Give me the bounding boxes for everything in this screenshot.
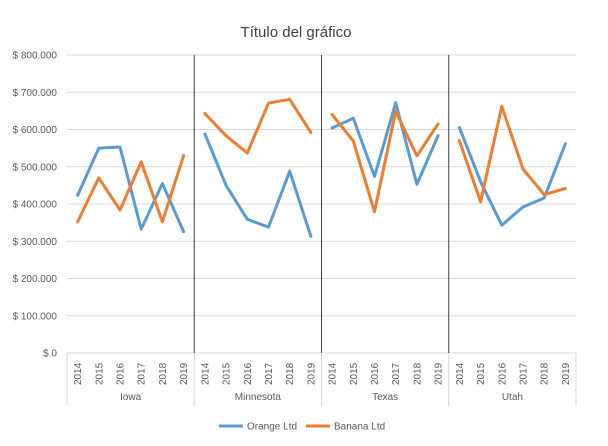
x-year-label: 2017 <box>518 362 529 385</box>
x-year-label: 2018 <box>158 362 169 385</box>
x-year-label: 2019 <box>306 362 317 385</box>
x-year-label: 2015 <box>94 362 105 385</box>
series-line-segment <box>457 126 567 227</box>
legend-label: Banana Ltd <box>334 422 385 433</box>
y-tick-label: $ 500.000 <box>13 162 58 173</box>
y-tick-label: $ 400.000 <box>13 200 58 211</box>
legend-label: Orange Ltd <box>247 422 297 433</box>
y-tick-label: $ 200.000 <box>13 274 58 285</box>
series-line-segment <box>203 97 313 155</box>
x-group-label: Minnesota <box>235 392 282 403</box>
x-year-label: 2019 <box>434 362 445 385</box>
x-year-label: 2016 <box>497 362 508 385</box>
series-line-segment <box>330 101 440 186</box>
y-tick-label: $ 600.000 <box>13 125 58 136</box>
y-tick-label: $ 0 <box>43 349 57 360</box>
x-year-label: 2016 <box>116 362 127 385</box>
series-line-segment <box>76 154 186 224</box>
x-year-label: 2014 <box>328 362 339 385</box>
x-year-label: 2019 <box>179 362 190 385</box>
x-year-label: 2018 <box>285 362 296 385</box>
x-year-label: 2016 <box>370 362 381 385</box>
x-axis: 2014 2015 2016 2017 2018 2019 Iowa 2014 2015 2016… <box>66 353 577 406</box>
x-year-label: 2018 <box>412 362 423 385</box>
x-year-label: 2015 <box>222 362 233 385</box>
x-year-label: 2015 <box>476 362 487 385</box>
series-line-segment <box>203 132 313 238</box>
series-line-segment <box>457 104 567 204</box>
series-line-segment <box>330 109 440 214</box>
y-tick-label: $ 100.000 <box>13 311 58 322</box>
x-year-label: 2015 <box>349 362 360 385</box>
x-year-label: 2017 <box>391 362 402 385</box>
group-separators <box>193 55 450 353</box>
x-group-label: Texas <box>372 392 398 403</box>
y-tick-label: $ 800.000 <box>13 51 58 62</box>
x-group-label: Iowa <box>120 392 142 403</box>
x-year-label: 2017 <box>137 362 148 385</box>
y-tick-label: $ 700.000 <box>13 88 58 99</box>
series-banana-ltd <box>76 97 567 224</box>
x-year-label: 2016 <box>243 362 254 385</box>
x-year-label: 2017 <box>264 362 275 385</box>
y-axis: $ 0 $ 100.000 $ 200.000 $ 300.000 $ 400.000 $… <box>13 51 58 360</box>
x-year-label: 2014 <box>200 362 211 385</box>
x-group-label: Utah <box>502 392 523 403</box>
series-lines <box>76 97 567 238</box>
y-tick-label: $ 300.000 <box>13 237 58 248</box>
x-year-label: 2014 <box>73 362 84 385</box>
chart-title: Título del gráfico <box>241 24 352 41</box>
x-year-label: 2019 <box>561 362 572 385</box>
legend: Orange Ltd Banana Ltd <box>219 422 385 433</box>
x-year-label: 2014 <box>455 362 466 385</box>
x-year-label: 2018 <box>540 362 551 385</box>
